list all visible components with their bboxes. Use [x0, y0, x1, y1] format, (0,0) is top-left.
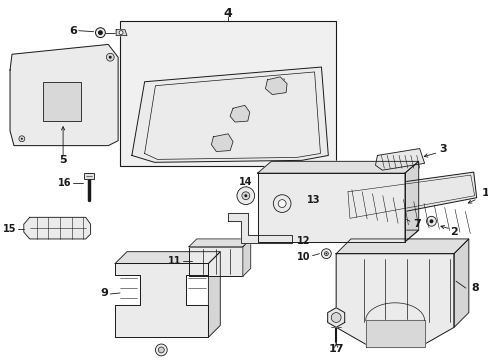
- Polygon shape: [211, 134, 233, 152]
- Text: 17: 17: [328, 344, 343, 354]
- Text: 13: 13: [306, 195, 320, 204]
- Bar: [83, 173, 93, 179]
- Circle shape: [98, 30, 102, 35]
- Polygon shape: [208, 252, 220, 337]
- Polygon shape: [115, 252, 220, 264]
- Bar: [260, 176, 402, 240]
- Bar: [43, 82, 81, 121]
- Circle shape: [273, 195, 290, 212]
- Circle shape: [158, 347, 164, 353]
- Polygon shape: [375, 149, 424, 170]
- Text: 11: 11: [167, 256, 181, 266]
- Circle shape: [278, 200, 285, 207]
- Polygon shape: [188, 239, 250, 247]
- Polygon shape: [335, 254, 453, 347]
- Circle shape: [108, 56, 111, 59]
- Bar: [188, 247, 243, 276]
- Polygon shape: [257, 161, 418, 173]
- Circle shape: [242, 192, 249, 200]
- Bar: [120, 21, 335, 166]
- Text: 7: 7: [412, 219, 420, 229]
- Text: 8: 8: [471, 283, 479, 293]
- Text: 9: 9: [100, 288, 108, 298]
- Polygon shape: [346, 172, 476, 221]
- Polygon shape: [228, 213, 291, 243]
- Polygon shape: [132, 67, 327, 162]
- Polygon shape: [453, 239, 468, 327]
- Polygon shape: [365, 320, 424, 347]
- Circle shape: [330, 312, 341, 323]
- Circle shape: [21, 138, 23, 140]
- Circle shape: [321, 249, 330, 258]
- Circle shape: [119, 31, 123, 35]
- Circle shape: [237, 187, 254, 204]
- Polygon shape: [257, 173, 404, 242]
- Polygon shape: [265, 77, 286, 95]
- Polygon shape: [24, 217, 90, 239]
- Text: 1: 1: [481, 188, 488, 198]
- Circle shape: [95, 28, 105, 37]
- Text: 15: 15: [2, 224, 16, 234]
- Polygon shape: [116, 30, 127, 36]
- Text: 6: 6: [69, 26, 77, 36]
- Text: 12: 12: [296, 236, 310, 246]
- Polygon shape: [243, 239, 250, 276]
- Text: 10: 10: [296, 252, 310, 262]
- Circle shape: [19, 136, 25, 142]
- Circle shape: [428, 219, 432, 223]
- Polygon shape: [327, 308, 344, 327]
- Text: 3: 3: [438, 144, 446, 154]
- Polygon shape: [10, 44, 118, 145]
- Circle shape: [106, 53, 114, 61]
- Polygon shape: [257, 230, 418, 242]
- Polygon shape: [230, 105, 249, 122]
- Circle shape: [244, 194, 247, 197]
- Circle shape: [325, 253, 326, 255]
- Circle shape: [426, 216, 435, 226]
- Circle shape: [155, 344, 167, 356]
- Polygon shape: [404, 161, 418, 242]
- Text: 16: 16: [57, 178, 71, 188]
- Text: 4: 4: [224, 6, 232, 19]
- Circle shape: [333, 316, 338, 319]
- Text: 5: 5: [59, 156, 67, 165]
- Circle shape: [324, 252, 327, 256]
- Polygon shape: [335, 239, 468, 254]
- Polygon shape: [115, 264, 208, 337]
- Text: 2: 2: [449, 227, 457, 237]
- Text: 14: 14: [239, 177, 252, 187]
